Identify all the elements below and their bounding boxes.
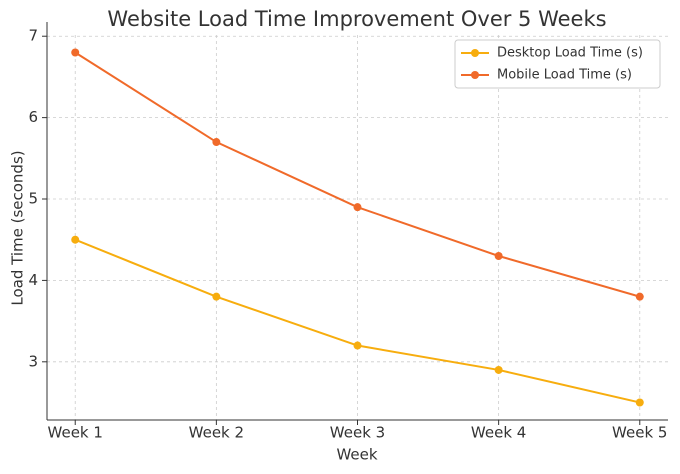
data-point bbox=[212, 138, 221, 147]
x-tick-label: Week 1 bbox=[48, 424, 103, 442]
x-tick-label: Week 4 bbox=[471, 424, 526, 442]
data-point bbox=[635, 292, 644, 301]
data-point bbox=[353, 203, 362, 212]
y-tick-label: 3 bbox=[28, 352, 38, 370]
legend: Desktop Load Time (s) Mobile Load Time (s… bbox=[454, 39, 661, 89]
data-point bbox=[71, 48, 80, 57]
y-tick-label: 5 bbox=[28, 190, 38, 208]
data-point bbox=[353, 341, 362, 350]
y-axis-label: Load Time (seconds) bbox=[9, 150, 27, 305]
data-point bbox=[212, 292, 221, 301]
chart-title: Website Load Time Improvement Over 5 Wee… bbox=[107, 7, 606, 31]
x-tick-label: Week 2 bbox=[189, 424, 244, 442]
legend-marker bbox=[471, 71, 479, 79]
x-tick-label: Week 3 bbox=[330, 424, 385, 442]
data-point bbox=[494, 365, 503, 374]
legend-label: Desktop Load Time (s) bbox=[497, 46, 643, 61]
data-point bbox=[635, 398, 644, 407]
x-axis-label: Week bbox=[336, 446, 377, 464]
data-point bbox=[71, 235, 80, 244]
x-tick-label: Week 5 bbox=[612, 424, 667, 442]
legend-label: Mobile Load Time (s) bbox=[497, 68, 632, 83]
y-tick-label: 6 bbox=[28, 108, 38, 126]
data-point bbox=[494, 251, 503, 260]
y-tick-label: 4 bbox=[28, 271, 38, 289]
legend-box bbox=[454, 39, 661, 89]
legend-marker bbox=[471, 49, 479, 57]
y-tick-label: 7 bbox=[28, 27, 38, 45]
